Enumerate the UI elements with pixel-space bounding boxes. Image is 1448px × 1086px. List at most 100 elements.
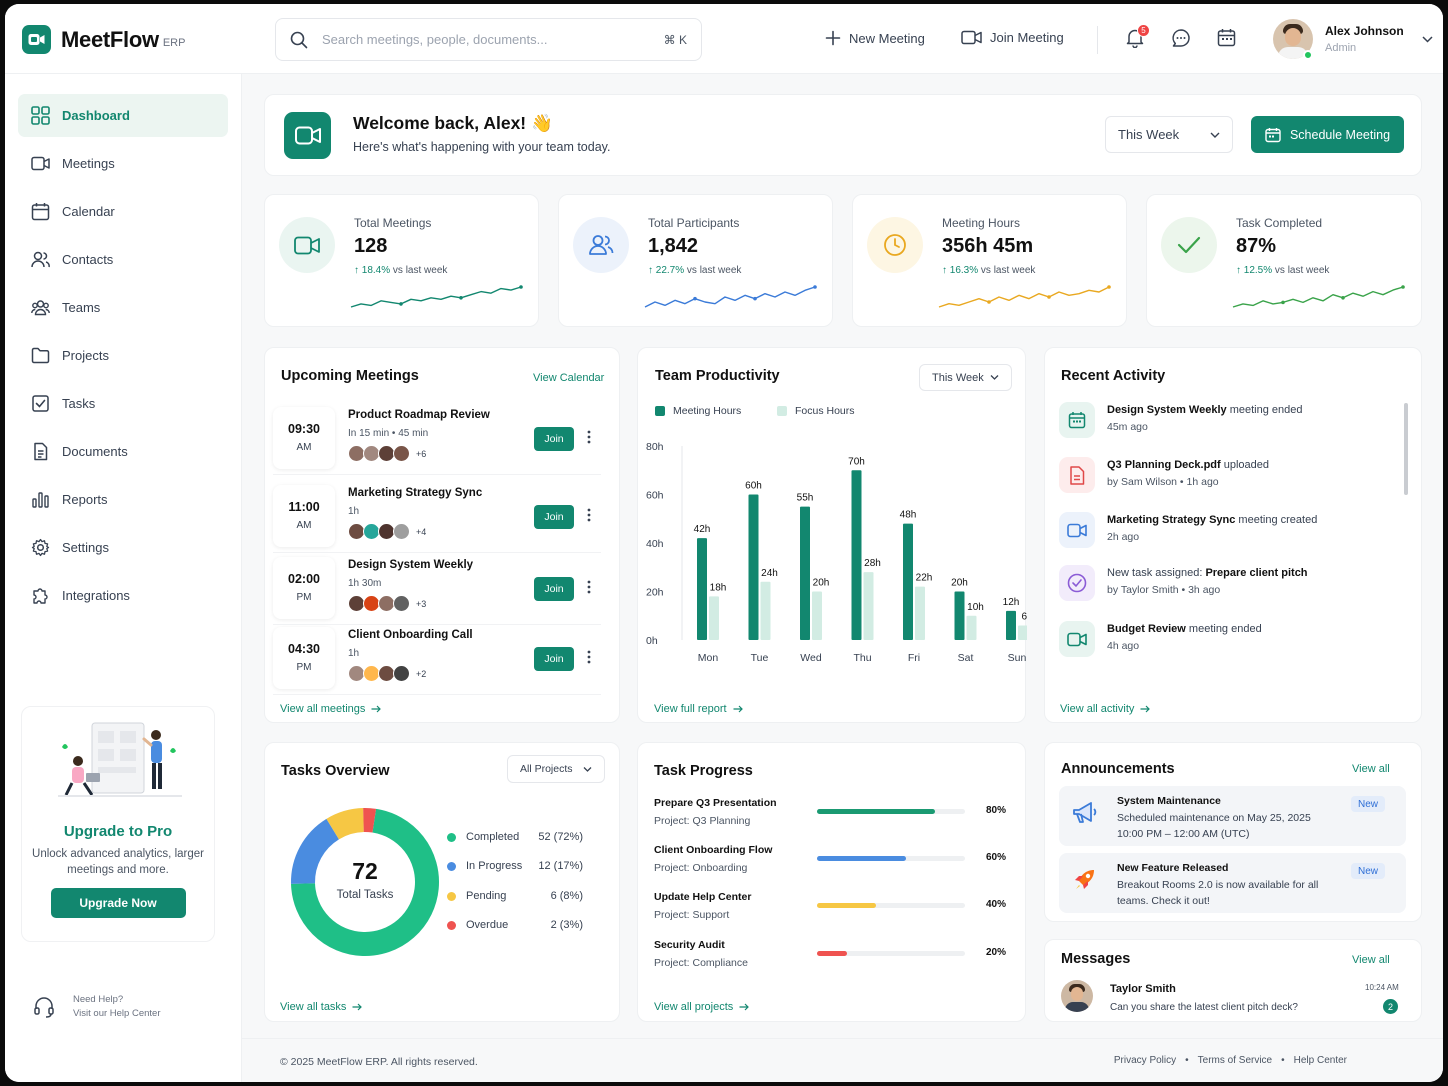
participant-avatars: +4 (348, 523, 426, 540)
plus-icon (825, 30, 841, 46)
sidebar-item-calendar[interactable]: Calendar (18, 190, 228, 233)
bar-value-label: 60h (745, 481, 762, 492)
project-progress-row[interactable]: Security Audit Project: Compliance 20% (654, 939, 1014, 987)
activity-meta: 45m ago (1107, 421, 1148, 433)
meeting-row[interactable]: 04:30 PM Client Onboarding Call 1h +2 Joi… (273, 623, 601, 695)
activity-meta: 4h ago (1107, 640, 1140, 652)
project-progress-row[interactable]: Prepare Q3 Presentation Project: Q3 Plan… (654, 797, 1014, 845)
help-center-link[interactable]: Need Help? Visit our Help Center (33, 994, 160, 1019)
sidebar-item-label: Integrations (62, 588, 130, 603)
announcement-title: System Maintenance (1117, 795, 1221, 807)
sidebar-item-label: Tasks (62, 396, 96, 411)
calendar-button[interactable] (1217, 28, 1236, 52)
meeting-time-period: PM (296, 662, 312, 673)
sidebar-item-documents[interactable]: Documents (18, 430, 228, 473)
more-vertical-icon[interactable] (587, 430, 591, 444)
bar-value-label: 42h (694, 524, 711, 535)
sidebar-item-meetings[interactable]: Meetings (18, 142, 228, 185)
search-input[interactable]: Search meetings, people, documents... ⌘ … (275, 18, 702, 61)
task-legend-overdue: Overdue 2 (3%) (447, 919, 583, 931)
view-all-projects-link[interactable]: View all projects (654, 1001, 750, 1013)
bar-focus-hours (915, 586, 925, 640)
announcement-item[interactable]: New Feature Released Breakout Rooms 2.0 … (1059, 853, 1406, 913)
x-tick-label: Sun (1008, 652, 1027, 664)
message-item[interactable]: Taylor Smith Can you share the latest cl… (1059, 978, 1409, 1016)
view-all-tasks-link[interactable]: View all tasks (280, 1001, 363, 1013)
stat-label: Meeting Hours (942, 216, 1021, 230)
view-all-meetings-link[interactable]: View all meetings (280, 703, 382, 715)
upgrade-now-button[interactable]: Upgrade Now (50, 888, 186, 918)
messages-card: Messages View all Taylor Smith Can you s… (1044, 939, 1422, 1022)
participant-avatars: +2 (348, 665, 426, 682)
announcements-view-all-link[interactable]: View all (1352, 763, 1390, 775)
help-title: Need Help? (73, 994, 124, 1005)
sidebar-item-projects[interactable]: Projects (18, 334, 228, 377)
message-time: 10:24 AM (1365, 983, 1399, 992)
task-legend-in-progress: In Progress 12 (17%) (447, 860, 583, 872)
help-center-footer-link[interactable]: Help Center (1293, 1055, 1347, 1066)
video-icon (1059, 621, 1095, 657)
sidebar-item-settings[interactable]: Settings (18, 526, 228, 569)
more-vertical-icon[interactable] (587, 508, 591, 522)
legend-swatch (655, 406, 665, 416)
more-vertical-icon[interactable] (587, 580, 591, 594)
user-menu[interactable]: Alex Johnson Admin (1273, 19, 1433, 60)
tasks-overview-title: Tasks Overview (281, 763, 390, 779)
legend-label: Pending (466, 890, 507, 902)
sidebar-item-dashboard[interactable]: Dashboard (18, 94, 228, 137)
schedule-meeting-button[interactable]: Schedule Meeting (1251, 116, 1404, 153)
activity-item[interactable]: Marketing Strategy Sync meeting created 2… (1059, 512, 1389, 560)
activity-item[interactable]: New task assigned: Prepare client pitch b… (1059, 565, 1389, 613)
meeting-meta: 1h (348, 648, 360, 659)
stat-change-value: 22.7% (655, 265, 685, 276)
project-filter-select[interactable]: All Projects (507, 755, 605, 783)
brand-logo[interactable]: MeetFlow ERP (22, 25, 185, 54)
meeting-row[interactable]: 09:30 AM Product Roadmap Review In 15 min… (273, 403, 601, 475)
messages-button[interactable] (1171, 28, 1191, 53)
meeting-row[interactable]: 11:00 AM Marketing Strategy Sync 1h +4 Jo… (273, 481, 601, 553)
meeting-row[interactable]: 02:00 PM Design System Weekly 1h 30m +3 J… (273, 553, 601, 625)
view-full-report-link[interactable]: View full report (654, 703, 743, 715)
join-meeting-button[interactable]: Join Meeting (961, 30, 1064, 45)
join-button[interactable]: Join (534, 647, 574, 671)
join-button[interactable]: Join (534, 505, 574, 529)
new-meeting-button[interactable]: New Meeting (825, 30, 925, 46)
period-select[interactable]: This Week (1105, 116, 1233, 153)
view-all-activity-link[interactable]: View all activity (1060, 703, 1151, 715)
video-icon (1059, 512, 1095, 548)
terms-of-service-link[interactable]: Terms of Service (1197, 1055, 1273, 1066)
scrollbar[interactable] (1404, 403, 1408, 495)
announcement-item[interactable]: System Maintenance Scheduled maintenance… (1059, 786, 1406, 846)
messages-view-all-link[interactable]: View all (1352, 954, 1390, 966)
sidebar-item-reports[interactable]: Reports (18, 478, 228, 521)
project-progress-row[interactable]: Update Help Center Project: Support 40% (654, 891, 1014, 939)
sparkline (1232, 285, 1405, 308)
bar-value-label: 48h (900, 510, 917, 521)
copyright: © 2025 MeetFlow ERP. All rights reserved… (280, 1056, 478, 1068)
activity-meta: 2h ago (1107, 531, 1140, 543)
activity-item[interactable]: Q3 Planning Deck.pdf uploaded by Sam Wils… (1059, 457, 1389, 505)
view-all-tasks-label: View all tasks (280, 1001, 347, 1013)
puzzle-icon (33, 588, 48, 604)
activity-subject: Marketing Strategy Sync (1107, 514, 1236, 526)
x-tick-label: Thu (853, 652, 871, 664)
sidebar-item-contacts[interactable]: Contacts (18, 238, 228, 281)
view-calendar-link[interactable]: View Calendar (533, 372, 605, 384)
megaphone-icon (1073, 802, 1097, 823)
activity-item[interactable]: Design System Weekly meeting ended 45m ag… (1059, 402, 1389, 450)
productivity-period-select[interactable]: This Week (919, 364, 1012, 391)
activity-item[interactable]: Budget Review meeting ended 4h ago (1059, 621, 1389, 669)
more-vertical-icon[interactable] (587, 650, 591, 664)
task-legend-completed: Completed 52 (72%) (447, 831, 583, 843)
join-button[interactable]: Join (534, 577, 574, 601)
sidebar-item-integrations[interactable]: Integrations (18, 574, 228, 617)
unread-count-badge: 2 (1383, 999, 1398, 1014)
legend-label: Focus Hours (795, 405, 855, 417)
search-shortcut: ⌘ K (663, 32, 687, 47)
project-progress-row[interactable]: Client Onboarding Flow Project: Onboardi… (654, 844, 1014, 892)
sidebar-item-teams[interactable]: Teams (18, 286, 228, 329)
privacy-policy-link[interactable]: Privacy Policy (1113, 1055, 1177, 1066)
sidebar-item-tasks[interactable]: Tasks (18, 382, 228, 425)
join-button[interactable]: Join (534, 427, 574, 451)
notifications-button[interactable]: 5 (1126, 24, 1150, 53)
